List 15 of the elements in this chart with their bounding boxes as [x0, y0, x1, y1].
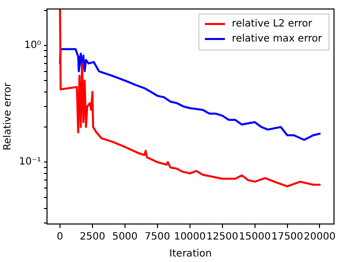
legend-label: relative L2 error: [232, 18, 314, 30]
x-tick-label: 12500: [206, 232, 238, 243]
x-axis-title: Iteration: [169, 248, 212, 260]
x-tick-label: 2500: [80, 232, 106, 243]
x-tick-label: 15000: [238, 232, 271, 243]
legend-label: relative max error: [232, 34, 323, 45]
y-axis-title: Relative error: [2, 82, 14, 150]
x-tick-label: 10000: [174, 232, 206, 243]
x-tick-label: 5000: [112, 232, 138, 243]
x-tick-label: 7500: [144, 232, 170, 243]
y-tick-label: 10⁰: [24, 40, 42, 51]
y-tick-label: 10⁻¹: [18, 156, 42, 168]
x-tick-label: 17500: [271, 232, 304, 243]
x-tick-label: 0: [56, 232, 64, 243]
x-tick-label: 20000: [304, 232, 336, 243]
